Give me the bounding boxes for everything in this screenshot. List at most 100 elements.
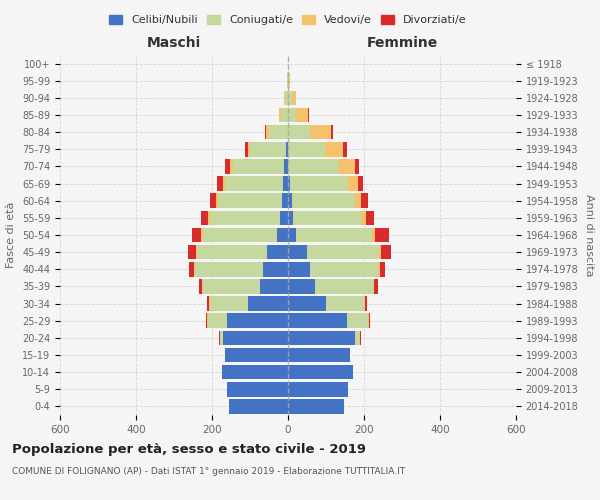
Bar [224, 176, 283, 191]
Bar [250, 142, 286, 156]
Bar [374, 279, 378, 293]
Bar [227, 382, 288, 396]
Bar [347, 176, 358, 191]
Bar [296, 108, 308, 122]
Bar [265, 125, 266, 140]
Bar [277, 228, 288, 242]
Bar [226, 159, 230, 174]
Bar [210, 296, 248, 311]
Bar [188, 245, 196, 260]
Bar [227, 314, 288, 328]
Bar [288, 142, 325, 156]
Bar [248, 296, 288, 311]
Bar [226, 348, 288, 362]
Bar [288, 262, 310, 276]
Bar [293, 210, 361, 225]
Bar [326, 296, 364, 311]
Bar [283, 194, 288, 208]
Text: Maschi: Maschi [147, 36, 201, 50]
Bar [223, 176, 224, 191]
Bar [266, 125, 269, 140]
Bar [203, 279, 260, 293]
Bar [343, 142, 347, 156]
Bar [208, 314, 227, 328]
Bar [288, 159, 340, 174]
Bar [197, 245, 267, 260]
Text: COMUNE DI FOLIGNANO (AP) - Dati ISTAT 1° gennaio 2019 - Elaborazione TUTTITALIA.: COMUNE DI FOLIGNANO (AP) - Dati ISTAT 1°… [12, 468, 405, 476]
Bar [199, 279, 202, 293]
Bar [200, 210, 208, 225]
Bar [287, 74, 288, 88]
Bar [288, 279, 314, 293]
Bar [279, 108, 281, 122]
Bar [373, 228, 376, 242]
Bar [208, 296, 209, 311]
Bar [288, 399, 344, 413]
Bar [365, 296, 367, 311]
Bar [288, 125, 310, 140]
Bar [233, 159, 284, 174]
Bar [206, 314, 208, 328]
Bar [296, 228, 373, 242]
Bar [290, 176, 347, 191]
Bar [194, 262, 195, 276]
Bar [267, 245, 288, 260]
Bar [284, 90, 285, 105]
Bar [379, 245, 381, 260]
Bar [286, 142, 288, 156]
Bar [310, 262, 379, 276]
Bar [216, 194, 218, 208]
Legend: Celibi/Nubili, Coniugati/e, Vedovi/e, Divorziati/e: Celibi/Nubili, Coniugati/e, Vedovi/e, Di… [105, 10, 471, 30]
Bar [192, 228, 202, 242]
Bar [355, 159, 359, 174]
Bar [210, 194, 216, 208]
Bar [379, 262, 380, 276]
Bar [202, 279, 203, 293]
Bar [307, 245, 379, 260]
Y-axis label: Anni di nascita: Anni di nascita [584, 194, 594, 276]
Bar [325, 142, 343, 156]
Bar [355, 194, 361, 208]
Bar [224, 348, 226, 362]
Bar [263, 262, 288, 276]
Bar [288, 330, 355, 345]
Bar [340, 159, 355, 174]
Bar [280, 210, 288, 225]
Bar [217, 176, 223, 191]
Bar [245, 142, 248, 156]
Text: Femmine: Femmine [367, 36, 437, 50]
Bar [196, 245, 197, 260]
Bar [368, 314, 370, 328]
Bar [248, 142, 250, 156]
Bar [288, 176, 290, 191]
Bar [365, 210, 374, 225]
Bar [208, 210, 210, 225]
Bar [285, 90, 288, 105]
Y-axis label: Fasce di età: Fasce di età [7, 202, 16, 268]
Bar [283, 176, 288, 191]
Bar [288, 296, 326, 311]
Bar [202, 228, 203, 242]
Bar [203, 228, 277, 242]
Bar [288, 348, 350, 362]
Bar [288, 90, 292, 105]
Bar [223, 330, 288, 345]
Bar [288, 314, 347, 328]
Bar [209, 296, 210, 311]
Bar [288, 108, 296, 122]
Bar [288, 228, 296, 242]
Bar [355, 330, 360, 345]
Bar [310, 125, 331, 140]
Bar [347, 314, 368, 328]
Bar [314, 279, 373, 293]
Bar [210, 210, 280, 225]
Bar [380, 262, 385, 276]
Bar [230, 159, 233, 174]
Bar [288, 210, 293, 225]
Bar [219, 330, 220, 345]
Bar [292, 194, 355, 208]
Bar [229, 399, 288, 413]
Bar [288, 382, 348, 396]
Bar [361, 194, 368, 208]
Bar [221, 365, 288, 380]
